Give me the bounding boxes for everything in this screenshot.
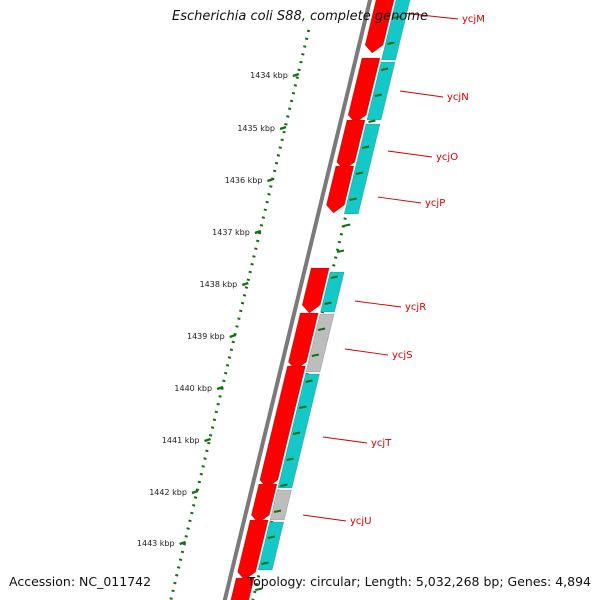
minor-tick xyxy=(336,249,345,253)
minor-tick xyxy=(311,353,320,357)
reverse-gene-block xyxy=(320,271,345,313)
kbp-tick-label: 1438 kbp xyxy=(200,280,238,289)
gene-label: ycjP xyxy=(425,198,445,209)
minor-tick xyxy=(343,223,351,227)
reverse-gene-block xyxy=(343,123,381,215)
minor-tick xyxy=(361,145,370,149)
gene-label: ycjS xyxy=(392,350,413,361)
forward-gene-arrow xyxy=(301,267,330,314)
minor-tick xyxy=(324,301,332,305)
minor-tick xyxy=(305,379,313,383)
kbp-tick xyxy=(216,385,224,391)
minor-tick xyxy=(280,483,288,487)
kbp-tick-label: 1441 kbp xyxy=(162,436,200,445)
minor-tick xyxy=(261,561,269,565)
minor-tick xyxy=(374,93,382,97)
forward-gene-arrow xyxy=(326,165,355,214)
forward-gene-arrow xyxy=(364,0,395,54)
kbp-tick xyxy=(191,489,199,495)
kbp-tick-label: 1440 kbp xyxy=(174,384,212,393)
minor-tick xyxy=(387,41,395,45)
minor-tick xyxy=(267,535,276,539)
forward-gene-arrow xyxy=(251,483,278,524)
kbp-tick xyxy=(267,177,274,183)
forward-gene-arrow xyxy=(347,57,381,124)
kbp-tick xyxy=(179,540,186,546)
gene-label-leader xyxy=(399,90,444,98)
hypothetical-gene-block xyxy=(305,313,335,373)
gene-label-leader xyxy=(387,150,433,158)
gene-label: ycjR xyxy=(405,302,426,313)
genome-title: Escherichia coli S88, complete genome xyxy=(172,9,428,24)
minor-tick xyxy=(255,587,263,591)
forward-gene-arrow xyxy=(230,577,255,600)
gene-label: ycjT xyxy=(371,438,392,449)
kbp-tick xyxy=(241,281,249,287)
gene-label-leader xyxy=(401,12,459,20)
kbp-tick-label: 1443 kbp xyxy=(137,539,175,548)
gene-label-leader xyxy=(354,300,402,308)
gene-label-leader xyxy=(322,436,368,444)
genome-summary-text: Topology: circular; Length: 5,032,268 bp… xyxy=(247,574,591,589)
gene-label: ycjM xyxy=(462,14,485,25)
gene-label: ycjO xyxy=(436,152,458,163)
minor-tick xyxy=(299,405,307,409)
kbp-tick-label: 1439 kbp xyxy=(187,332,225,341)
kbp-tick-label: 1436 kbp xyxy=(225,176,263,185)
genome-backbone xyxy=(222,0,373,600)
minor-tick xyxy=(317,327,326,331)
reverse-gene-block xyxy=(366,61,396,121)
kbp-tick-label: 1442 kbp xyxy=(149,488,187,497)
minor-tick xyxy=(292,431,301,435)
kbp-tick xyxy=(204,437,211,443)
kbp-tick-label: 1435 kbp xyxy=(237,124,275,133)
minor-tick xyxy=(368,119,376,123)
minor-tick xyxy=(349,197,357,201)
kbp-tick-label: 1434 kbp xyxy=(250,71,288,80)
minor-tick xyxy=(355,171,364,175)
minor-tick xyxy=(286,457,294,461)
gene-label-leader xyxy=(302,514,347,522)
kbp-tick xyxy=(254,229,262,235)
gene-label: ycjU xyxy=(350,516,372,527)
gene-label-leader xyxy=(344,348,389,356)
minor-tick xyxy=(393,15,401,19)
kbp-dotted-ruler xyxy=(169,29,311,600)
minor-tick xyxy=(273,509,282,513)
minor-tick xyxy=(330,275,338,279)
reverse-gene-block xyxy=(257,521,285,571)
reverse-gene-block xyxy=(381,0,411,61)
minor-tick xyxy=(380,67,389,71)
kbp-tick xyxy=(279,125,287,131)
forward-gene-arrow xyxy=(237,519,269,581)
gene-label: ycjN xyxy=(447,92,469,103)
accession-text: Accession: NC_011742 xyxy=(9,574,152,589)
kbp-tick xyxy=(229,333,237,339)
kbp-tick xyxy=(292,72,300,78)
kbp-tick-label: 1437 kbp xyxy=(212,228,250,237)
gene-label-leader xyxy=(377,196,422,204)
